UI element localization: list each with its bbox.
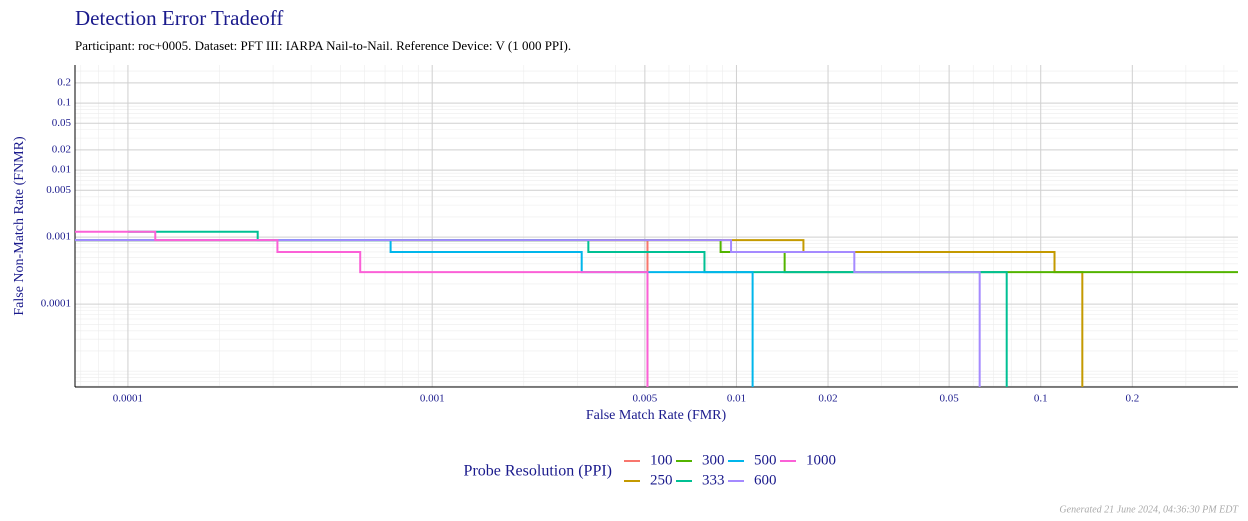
x-tick-label: 0.01: [727, 393, 746, 405]
x-tick-label: 0.05: [940, 393, 960, 405]
chart-title: Detection Error Tradeoff: [75, 6, 283, 30]
chart-subtitle: Participant: roc+0005. Dataset: PFT III:…: [75, 38, 571, 53]
series-line: [75, 239, 649, 387]
y-tick-label: 0.001: [46, 231, 71, 243]
legend-label: 333: [702, 472, 725, 488]
x-tick-label: 0.02: [818, 393, 837, 405]
x-tick-label: 0.2: [1125, 393, 1139, 405]
y-tick-label: 0.2: [57, 76, 71, 88]
legend-label: 500: [754, 452, 777, 468]
series-line: [75, 239, 1238, 274]
footer: Generated 21 June 2024, 04:36:30 PM EDT: [1059, 504, 1239, 515]
series-line: [127, 230, 1008, 387]
x-tick-label: 0.001: [420, 393, 445, 405]
series-line: [75, 230, 649, 387]
x-tick-label: 0.1: [1034, 393, 1048, 405]
series-line: [75, 239, 754, 387]
legend-label: 600: [754, 472, 777, 488]
y-tick-label: 0.0001: [41, 298, 71, 310]
legend-label: 300: [702, 452, 725, 468]
y-tick-label: 0.05: [52, 117, 72, 129]
y-tick-label: 0.02: [52, 143, 71, 155]
legend-label: 1000: [806, 452, 836, 468]
y-tick-label: 0.01: [52, 164, 71, 176]
y-axis-label: False Non-Match Rate (FNMR): [12, 136, 27, 316]
x-tick-label: 0.0001: [113, 393, 143, 405]
x-axis-label: False Match Rate (FMR): [586, 408, 727, 423]
legend-label: 250: [650, 472, 673, 488]
x-tick-label: 0.005: [632, 393, 657, 405]
y-tick-label: 0.005: [46, 184, 71, 196]
legend-title: Probe Resolution (PPI): [464, 463, 612, 480]
y-tick-label: 0.1: [57, 97, 71, 109]
series-line: [75, 239, 1084, 387]
series-line: [75, 239, 981, 387]
legend-label: 100: [650, 452, 673, 468]
